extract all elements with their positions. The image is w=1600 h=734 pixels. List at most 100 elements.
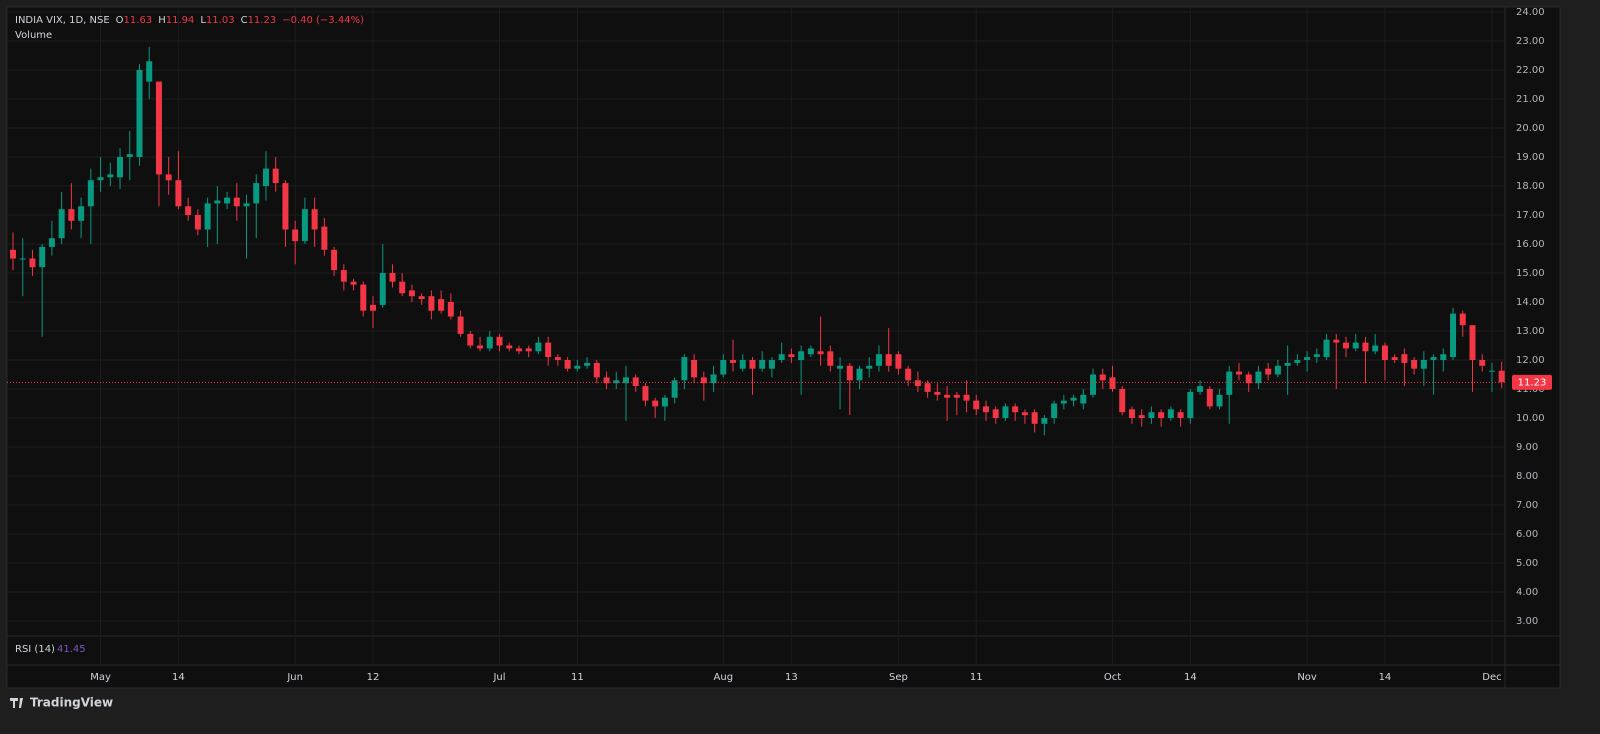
candle-body: [613, 380, 620, 384]
candle-body: [350, 281, 357, 285]
candle-body: [837, 365, 844, 369]
volume-label: Volume: [15, 30, 52, 41]
candle-body: [895, 354, 902, 369]
candle-body: [1206, 389, 1213, 407]
candle-body: [204, 203, 211, 230]
brand-logo: [10, 698, 23, 708]
candle-body: [1090, 374, 1097, 395]
y-tick-label: 9.00: [1516, 442, 1538, 453]
candle-body: [584, 362, 591, 366]
candle-body: [963, 394, 970, 401]
candle-body: [1148, 412, 1155, 418]
legend-letter: L: [200, 15, 206, 26]
y-tick-label: 20.00: [1516, 123, 1545, 134]
y-tick-label: 6.00: [1516, 529, 1538, 540]
candle-body: [1343, 342, 1350, 349]
x-tick-label: 14: [1379, 672, 1392, 683]
legend-low: 11.03: [206, 15, 235, 26]
candle-body: [97, 177, 104, 181]
candle-body: [807, 348, 814, 355]
last-price-label: 11.23: [1518, 377, 1547, 388]
candle-body: [311, 209, 318, 230]
candle-body: [788, 354, 795, 358]
candle-body: [399, 281, 406, 294]
brand: TradingView: [30, 696, 113, 710]
candle-body: [778, 354, 785, 360]
candle-body: [1060, 400, 1067, 404]
candle-body: [1401, 354, 1408, 363]
chart-panel: [6, 6, 1561, 689]
candle-body: [1051, 403, 1058, 418]
candle-body: [1109, 377, 1116, 389]
candle-body: [146, 61, 153, 82]
y-tick-label: 5.00: [1516, 558, 1538, 569]
candle-body: [953, 394, 960, 398]
rsi-value: 41.45: [57, 644, 86, 655]
y-tick-label: 8.00: [1516, 471, 1538, 482]
candle-body: [272, 168, 279, 184]
x-tick-label: 11: [970, 672, 983, 683]
y-tick-label: 22.00: [1516, 65, 1545, 76]
candle-body: [340, 270, 347, 282]
candle-body: [224, 197, 231, 204]
y-tick-label: 16.00: [1516, 239, 1545, 250]
candle-body: [768, 360, 775, 369]
candle-body: [370, 304, 377, 311]
candle-body: [545, 342, 552, 358]
candle-body: [1440, 354, 1447, 360]
candle-body: [1313, 354, 1320, 358]
candle-body: [1012, 406, 1019, 413]
candle-body: [749, 360, 756, 369]
candle-body: [720, 360, 727, 375]
candle-body: [243, 203, 250, 207]
candle-body: [438, 299, 445, 311]
x-tick-label: 14: [1184, 672, 1197, 683]
candle-body: [1167, 409, 1174, 418]
x-tick-label: Nov: [1297, 672, 1317, 683]
legend-letter: H: [158, 15, 166, 26]
x-tick-label: Oct: [1104, 672, 1121, 683]
x-tick-label: Jul: [492, 672, 505, 683]
candle-body: [136, 70, 143, 157]
legend-change: −0.40 (−3.44%): [282, 15, 364, 26]
y-tick-label: 23.00: [1516, 36, 1545, 47]
candle-body: [1177, 412, 1184, 418]
candle-body: [593, 362, 600, 378]
candle-body: [1411, 360, 1418, 369]
candle-body: [48, 238, 55, 247]
legend: INDIA VIX, 1D, NSE O11.63 H11.94 L11.03 C11.…: [15, 15, 364, 26]
candle-body: [1479, 360, 1486, 366]
candle-body: [1119, 389, 1126, 413]
x-tick-label: Sep: [889, 672, 908, 683]
candle-body: [574, 365, 581, 369]
candle-body: [1362, 342, 1369, 352]
candle-body: [1216, 394, 1223, 407]
candle-body: [1274, 365, 1281, 375]
candle-body: [1488, 370, 1495, 372]
candle-body: [379, 273, 386, 305]
candle-body: [924, 383, 931, 392]
candle-body: [253, 183, 260, 204]
x-tick-label: 14: [172, 672, 185, 683]
candle-body: [730, 360, 737, 363]
candle-body: [1099, 374, 1106, 381]
candle-body: [447, 302, 454, 317]
candle-body: [29, 258, 36, 268]
x-tick-label: 13: [785, 672, 798, 683]
candle-body: [87, 180, 94, 207]
candle-body: [535, 342, 542, 352]
candle-body: [477, 345, 484, 349]
candle-body: [1197, 386, 1204, 392]
candle-body: [486, 336, 493, 349]
candle-body: [301, 209, 308, 242]
candle-body: [564, 360, 571, 369]
candle-body: [68, 209, 75, 221]
candle-body: [1128, 409, 1135, 418]
candle-body: [1070, 397, 1077, 401]
candle-body: [360, 284, 367, 311]
candle-body: [428, 296, 435, 311]
candle-body: [905, 368, 912, 381]
candle-body: [331, 249, 338, 271]
legend-letter: O: [116, 15, 124, 26]
candle-body: [78, 206, 85, 221]
